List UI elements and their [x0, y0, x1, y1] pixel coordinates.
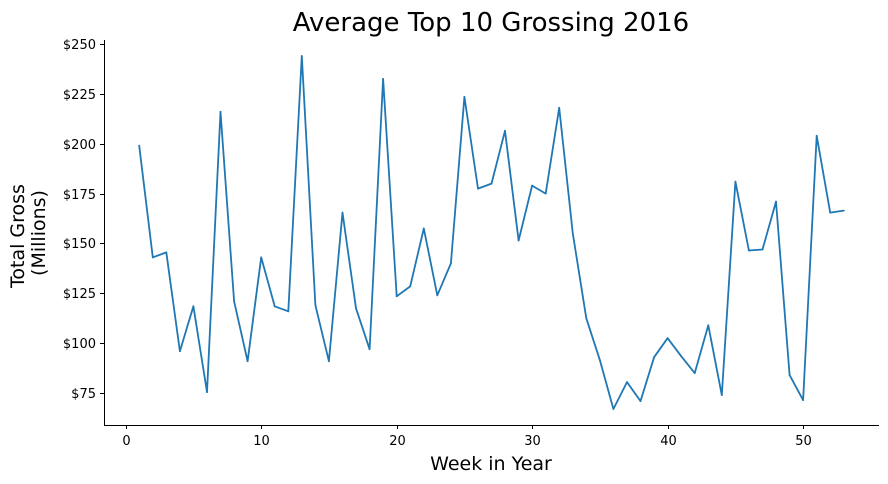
data-point: [720, 394, 723, 396]
data-point: [612, 408, 615, 410]
data-point: [165, 251, 168, 254]
y-tick-label: $100: [63, 337, 96, 352]
data-point: [477, 187, 479, 190]
y-tick-label: $250: [63, 38, 96, 53]
data-point: [734, 180, 737, 183]
data-point: [138, 144, 141, 147]
data-point: [355, 307, 357, 310]
data-point: [815, 134, 818, 137]
x-tick-label: 30: [524, 434, 541, 449]
series-line: [138, 55, 844, 410]
data-point: [748, 249, 750, 252]
data-point: [639, 400, 642, 402]
data-point: [707, 324, 710, 327]
data-point: [517, 239, 520, 242]
y-tick-label: $75: [71, 387, 96, 402]
y-axis-label: Total Gross (Millions): [7, 178, 50, 289]
data-point: [653, 356, 655, 359]
y-tick-label: $225: [63, 88, 96, 103]
data-point: [179, 350, 181, 353]
data-point: [680, 355, 683, 358]
data-point: [842, 209, 845, 212]
data-point: [328, 360, 330, 363]
data-point: [273, 305, 276, 308]
data-point: [368, 348, 371, 351]
data-point: [693, 372, 696, 374]
data-point: [395, 295, 398, 298]
data-point: [192, 305, 195, 308]
data-point: [151, 256, 154, 259]
data-point: [233, 300, 236, 303]
data-point: [571, 232, 574, 235]
data-point: [260, 256, 263, 259]
data-point: [219, 110, 222, 113]
y-axis-label-line-2: (Millions): [28, 190, 50, 276]
data-point: [463, 96, 466, 98]
data-point: [829, 211, 832, 214]
data-point: [206, 391, 208, 393]
data-point: [666, 337, 669, 340]
y-tick-label: $125: [63, 287, 96, 302]
data-points: [138, 55, 845, 410]
data-point: [314, 304, 317, 307]
x-tick-label: 20: [389, 434, 406, 449]
data-point: [558, 106, 561, 109]
data-point: [626, 381, 628, 383]
data-point: [450, 262, 452, 265]
data-point: [544, 192, 547, 195]
data-point: [599, 359, 601, 362]
data-point: [504, 129, 506, 132]
x-axis: 0 10 20 30 40 50: [122, 425, 812, 449]
y-axis-label-line-1: Total Gross: [7, 184, 29, 289]
data-point: [246, 360, 249, 363]
data-point: [409, 285, 412, 288]
data-point: [382, 78, 384, 80]
x-tick-label: 40: [660, 434, 677, 449]
data-point: [761, 248, 764, 251]
x-axis-label: Week in Year: [430, 453, 552, 475]
y-tick-label: $150: [63, 237, 96, 252]
x-tick-label: 0: [122, 434, 130, 449]
data-point: [531, 184, 533, 187]
chart-title: Average Top 10 Grossing 2016: [293, 8, 689, 38]
x-tick-label: 50: [795, 434, 812, 449]
data-point: [422, 227, 425, 230]
y-axis: $75 $100 $125 $150 $175 $200 $225 $250: [63, 38, 104, 402]
data-point: [341, 211, 344, 214]
data-point: [300, 55, 303, 57]
x-tick-label: 10: [253, 434, 270, 449]
data-point: [490, 182, 493, 185]
data-point: [287, 310, 290, 313]
y-tick-label: $200: [63, 138, 96, 153]
data-point: [585, 317, 588, 320]
data-point: [775, 200, 777, 203]
y-tick-label: $175: [63, 188, 96, 203]
data-point: [788, 374, 791, 376]
data-point: [802, 399, 804, 401]
data-point: [436, 294, 439, 297]
